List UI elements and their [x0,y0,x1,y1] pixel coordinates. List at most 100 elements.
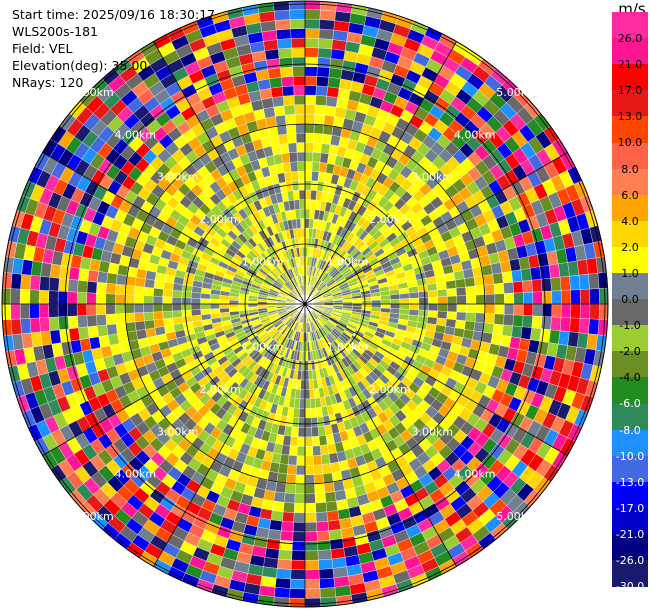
velocity-cell [318,435,328,446]
velocity-cell [96,314,107,326]
colorbar-tick: -2.0 [619,345,641,359]
velocity-cell [172,316,184,325]
velocity-cell [370,295,382,301]
velocity-cell [304,132,315,143]
velocity-cell [297,436,306,447]
velocity-cell [578,318,590,334]
velocity-cell [466,303,477,314]
range-label: 4.00km [454,468,496,481]
velocity-cell [323,114,335,126]
velocity-cell [389,293,401,300]
velocity-cell [105,303,116,315]
velocity-cell [304,66,318,77]
velocity-cell [289,9,306,20]
velocity-cell [317,549,332,561]
velocity-cell [124,303,135,314]
velocity-cell [162,288,173,298]
velocity-cell [361,300,372,305]
instrument-label: WLS200s-181 [12,24,98,39]
colorbar-tick: -21.0 [615,527,645,541]
velocity-cell [569,317,581,333]
velocity-cell [86,281,98,294]
range-label: 2.00km [199,383,241,396]
velocity-cell [153,318,165,328]
velocity-cell [289,161,299,172]
velocity-cell [310,180,319,191]
velocity-cell [276,568,292,580]
velocity-cell [270,510,284,522]
velocity-cell [484,283,495,295]
velocity-cell [269,134,280,147]
velocity-cell [48,290,59,305]
velocity-cell [49,329,62,345]
velocity-cell [319,19,335,31]
velocity-cell [323,482,335,494]
velocity-cell [308,369,314,381]
info-panel: Start time: 2025/09/16 18:30:17 WLS200s-… [12,6,215,91]
velocity-cell [143,286,154,297]
velocity-cell [318,38,333,50]
velocity-cell [380,294,391,301]
velocity-cell [279,453,290,465]
velocity-cell [38,303,50,319]
velocity-cell [417,284,428,293]
colorbar-tick: -26.0 [615,554,645,567]
velocity-cell [29,289,40,305]
velocity-cell [143,295,154,305]
velocity-cell [58,278,69,292]
velocity-cell [298,189,306,200]
velocity-cell [399,303,410,310]
velocity-cell [304,18,321,30]
velocity-cell [531,315,543,329]
velocity-cell [275,114,287,126]
velocity-cell [304,227,310,238]
velocity-cell [299,398,306,409]
ppi-velocity-plot: 1.00km 1.00km 1.00km 1.00km 2.00km 2.00km 2.00… [1,0,609,608]
velocity-cell [273,491,286,503]
elevation-label: Elevation(deg): 35.00 [12,58,148,73]
colorbar-tick: -10.0 [615,449,645,463]
velocity-cell [409,297,420,305]
velocity-cell [67,303,78,317]
range-label: 4.00km [115,468,157,481]
velocity-cell [276,28,292,40]
velocity-cell [293,199,301,210]
velocity-cell [550,277,562,292]
velocity-cell [504,292,515,305]
velocity-cell [579,303,591,320]
velocity-cell [456,303,467,313]
velocity-cell [296,142,306,153]
velocity-cell [325,500,338,513]
colorbar-tick: 1.0 [621,266,639,280]
velocity-cell [570,289,581,305]
velocity-cell [464,320,476,331]
velocity-cell [106,272,118,285]
velocity-cell [371,303,382,309]
velocity-cell [295,123,306,134]
velocity-cell [520,326,532,340]
velocity-cell [86,292,97,305]
velocity-cell [503,282,514,294]
velocity-cell [316,530,330,542]
velocity-cell [163,317,174,327]
velocity-cell [418,290,429,299]
velocity-cell [446,287,457,297]
velocity-cell [409,303,420,311]
velocity-cell [1,303,12,321]
velocity-cell [57,290,68,305]
velocity-cell [304,597,322,608]
velocity-cell [228,307,240,313]
velocity-cell [115,322,127,334]
velocity-cell [550,316,562,331]
velocity-cell [279,143,290,155]
velocity-cell [288,597,306,608]
velocity-cell [281,76,294,87]
velocity-cell [304,161,313,172]
velocity-cell [454,278,466,289]
velocity-cell [292,190,300,201]
velocity-cell [548,263,561,279]
velocity-cell [289,578,306,590]
velocity-cell [312,142,323,153]
velocity-cell [315,502,327,513]
velocity-cell [304,37,320,49]
